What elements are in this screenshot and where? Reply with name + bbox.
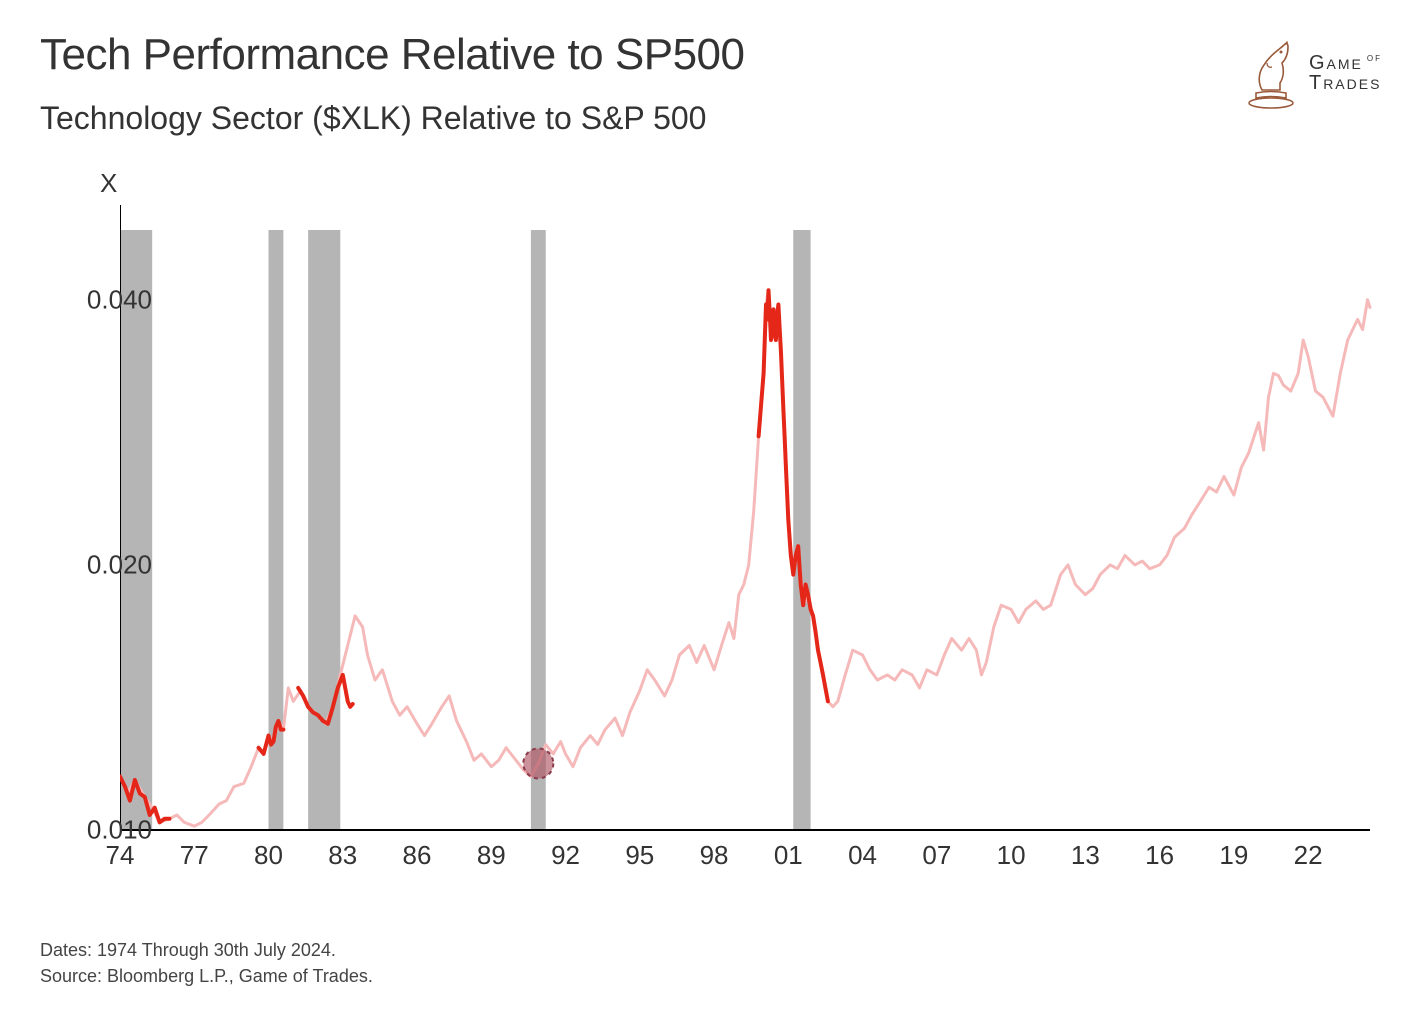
x-tick-label: 92	[551, 840, 580, 871]
chart-title: Tech Performance Relative to SP500	[40, 30, 745, 80]
recession-band	[531, 230, 546, 830]
footer-source: Source: Bloomberg L.P., Game of Trades.	[40, 966, 373, 987]
recession-band	[793, 230, 810, 830]
x-tick-label: 77	[180, 840, 209, 871]
logo-of: of	[1367, 52, 1382, 64]
x-tick-label: 07	[922, 840, 951, 871]
recession-band	[120, 230, 152, 830]
x-tick-label: 89	[477, 840, 506, 871]
series-light	[120, 290, 1370, 826]
highlight-marker	[523, 748, 553, 778]
x-tick-label: 98	[700, 840, 729, 871]
x-tick-label: 22	[1294, 840, 1323, 871]
x-tick-label: 16	[1145, 840, 1174, 871]
y-tick-label: 0.040	[87, 284, 152, 315]
x-tick-label: 13	[1071, 840, 1100, 871]
x-tick-label: 86	[403, 840, 432, 871]
y-tick-label: 0.020	[87, 549, 152, 580]
chart-subtitle: Technology Sector ($XLK) Relative to S&P…	[40, 100, 706, 137]
x-tick-label: 10	[997, 840, 1026, 871]
logo-line1: Game	[1309, 52, 1363, 74]
recession-band	[308, 230, 340, 830]
x-tick-label: 04	[848, 840, 877, 871]
logo-line2: Trades	[1309, 73, 1382, 93]
y-tick-label: 0.010	[87, 815, 152, 846]
knight-icon	[1244, 35, 1299, 110]
series-highlight	[759, 290, 828, 701]
brand-logo: Gameof Trades	[1244, 35, 1382, 110]
footer-dates: Dates: 1974 Through 30th July 2024.	[40, 940, 336, 961]
line-chart	[120, 200, 1380, 870]
x-tick-label: 19	[1219, 840, 1248, 871]
x-tick-label: 01	[774, 840, 803, 871]
x-tick-label: 95	[625, 840, 654, 871]
x-tick-label: 83	[328, 840, 357, 871]
y-axis-unit: X	[100, 168, 117, 199]
x-tick-label: 80	[254, 840, 283, 871]
